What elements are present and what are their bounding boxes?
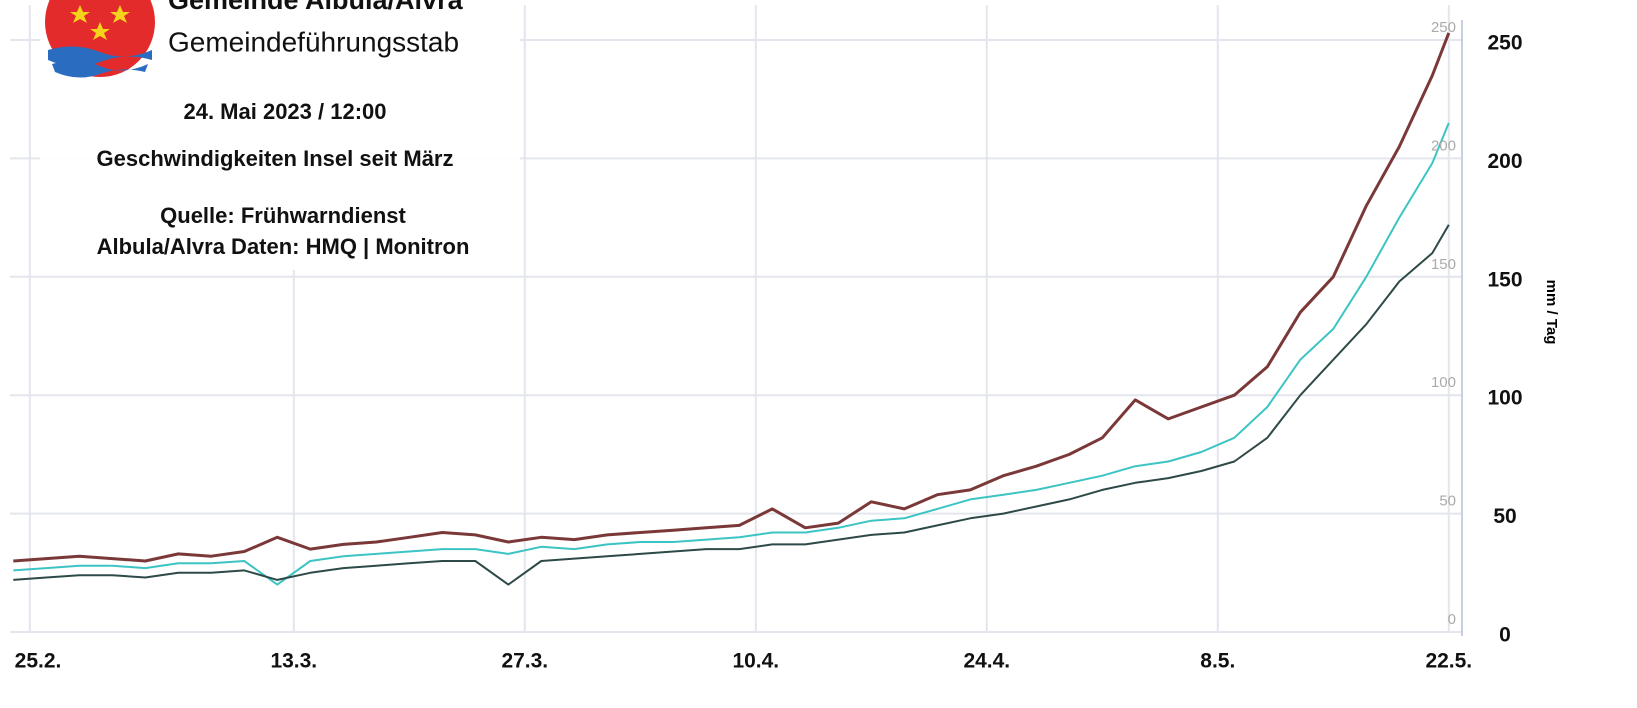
x-tick-label: 22.5. (1425, 650, 1472, 673)
date: 24. Mai 2023 / 12:00 (183, 99, 386, 124)
series-line (13, 224, 1450, 586)
y-tick-label: 0 (1499, 624, 1511, 647)
subject: Geschwindigkeiten Insel seit März (97, 146, 454, 171)
y-tick-label-inner: 200 (1431, 137, 1456, 154)
y-tick-label: 250 (1487, 32, 1522, 55)
y-tick-label: 150 (1487, 268, 1522, 291)
lines (13, 32, 1451, 586)
x-tick-label: 25.2. (15, 650, 62, 673)
logo-stars (70, 5, 130, 40)
y-axis-label: mm / Tag (1543, 280, 1560, 345)
org-unit: Gemeindeführungsstab (168, 26, 459, 57)
header: Gemeinde Albula/Alvra Gemeindeführungsst… (40, 0, 520, 270)
y-tick-label-inner: 50 (1439, 493, 1456, 510)
y-tick-label: 100 (1487, 387, 1522, 410)
series-line (13, 122, 1450, 586)
logo-waves (48, 46, 152, 78)
y-tick-label: 50 (1493, 505, 1516, 528)
y-tick-label-inner: 100 (1431, 374, 1456, 391)
x-tick-label: 24.4. (963, 650, 1010, 673)
y-tick-label: 200 (1487, 150, 1522, 173)
org-name: Gemeinde Albula/Alvra (168, 0, 464, 15)
series-line (13, 32, 1451, 563)
source: Albula/Alvra Daten: HMQ | Monitron (97, 234, 470, 259)
x-tick-label: 13.3. (270, 650, 317, 673)
x-tick-label: 8.5. (1200, 650, 1235, 673)
y-tick-label-inner: 0 (1448, 611, 1456, 628)
y-tick-label-inner: 150 (1431, 256, 1456, 273)
source: Quelle: Frühwarndienst (160, 203, 406, 228)
x-tick-label: 10.4. (732, 650, 779, 673)
x-tick-label: 27.3. (501, 650, 548, 673)
y-tick-label-inner: 250 (1431, 19, 1456, 36)
